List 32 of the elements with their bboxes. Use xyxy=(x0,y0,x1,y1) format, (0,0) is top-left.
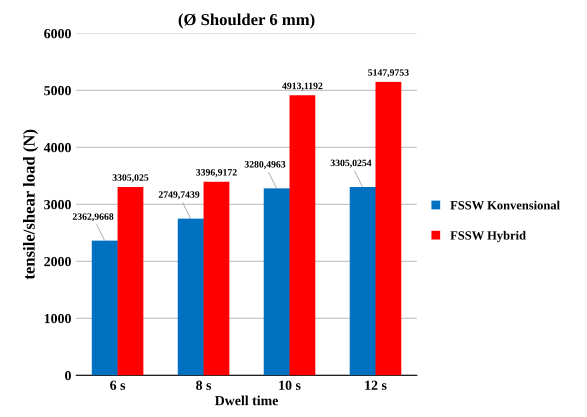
data-label: 3305,025 xyxy=(112,174,148,182)
y-tick-label: 4000 xyxy=(44,142,71,152)
bar xyxy=(92,240,118,376)
bar xyxy=(264,188,290,376)
data-label: 4913,1192 xyxy=(282,82,322,91)
chart-title: (Ø Shoulder 6 mm) xyxy=(178,13,314,29)
y-tick-label: 2000 xyxy=(44,256,71,266)
x-tick-label: 10 s xyxy=(279,380,301,390)
bar xyxy=(376,82,402,376)
y-tick-label: 3000 xyxy=(44,200,71,210)
y-axis-title: tensile/shear load (N) xyxy=(23,130,38,280)
data-label: 3396,9172 xyxy=(196,169,237,177)
bar xyxy=(350,186,376,376)
data-label: 3280,4963 xyxy=(244,161,286,169)
data-label: 2749,7439 xyxy=(158,191,200,200)
bar xyxy=(178,218,204,376)
y-tick-label: 5000 xyxy=(44,86,71,96)
bar xyxy=(118,186,144,376)
x-tick-label: 6 s xyxy=(110,380,126,390)
legend-label: FSSW Konvensional xyxy=(450,200,560,210)
x-tick-label: 8 s xyxy=(196,380,212,390)
x-axis-title: Dwell time xyxy=(214,396,278,406)
bar xyxy=(290,95,316,376)
x-tick-label: 12 s xyxy=(365,380,387,390)
y-tick-label: 6000 xyxy=(44,28,71,38)
data-label: 3305,0254 xyxy=(330,160,372,168)
legend-label: FSSW Hybrid xyxy=(450,230,526,242)
data-label: 2362,9668 xyxy=(72,213,114,222)
y-tick-label: 0 xyxy=(65,370,71,380)
data-label: 5147,9753 xyxy=(368,69,409,78)
y-tick-label: 1000 xyxy=(44,314,71,324)
bar xyxy=(204,182,230,376)
